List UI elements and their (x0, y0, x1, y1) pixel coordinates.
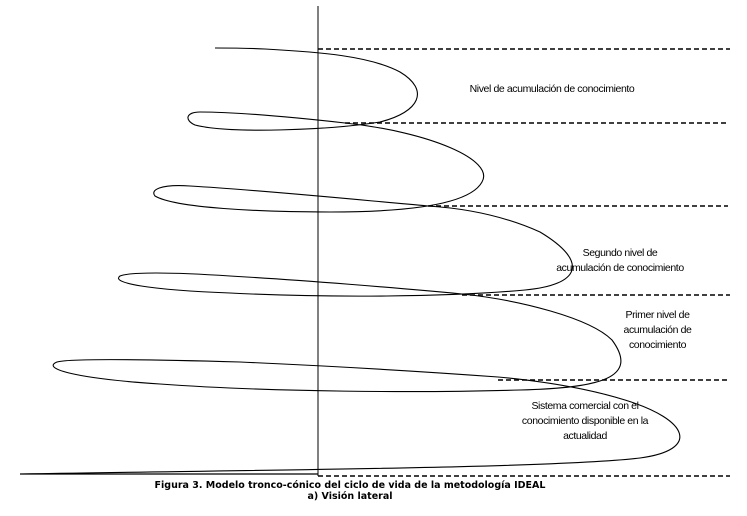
label-level-2: Segundo nivel de acumulación de conocimi… (540, 246, 700, 276)
label-level-3: Nivel de acumulación de conocimiento (469, 83, 635, 95)
label-level-1: Primer nivel de acumulación de conocimie… (600, 308, 715, 353)
label-level-2-line2: acumulación de conocimiento (556, 262, 684, 274)
figure-caption-line2: a) Visión lateral (307, 491, 393, 502)
label-level-1-line1: Primer nivel de (625, 309, 690, 321)
label-level-1-line3: conocimiento (628, 339, 687, 351)
label-level-1-line2: acumulación de (623, 324, 692, 336)
label-base-line1: Sistema comercial con el (531, 400, 639, 412)
label-base-line3: actualidad (563, 430, 607, 442)
label-base: Sistema comercial con el conocimiento di… (505, 399, 665, 444)
figure-caption-line1: Figura 3. Modelo tronco-cónico del ciclo… (154, 480, 546, 491)
label-level-2-line1: Segundo nivel de (582, 247, 658, 259)
figure-caption: Figura 3. Modelo tronco-cónico del ciclo… (90, 480, 610, 502)
spiral-curve (21, 47, 681, 475)
label-base-line2: conocimiento disponible en la (521, 415, 649, 427)
